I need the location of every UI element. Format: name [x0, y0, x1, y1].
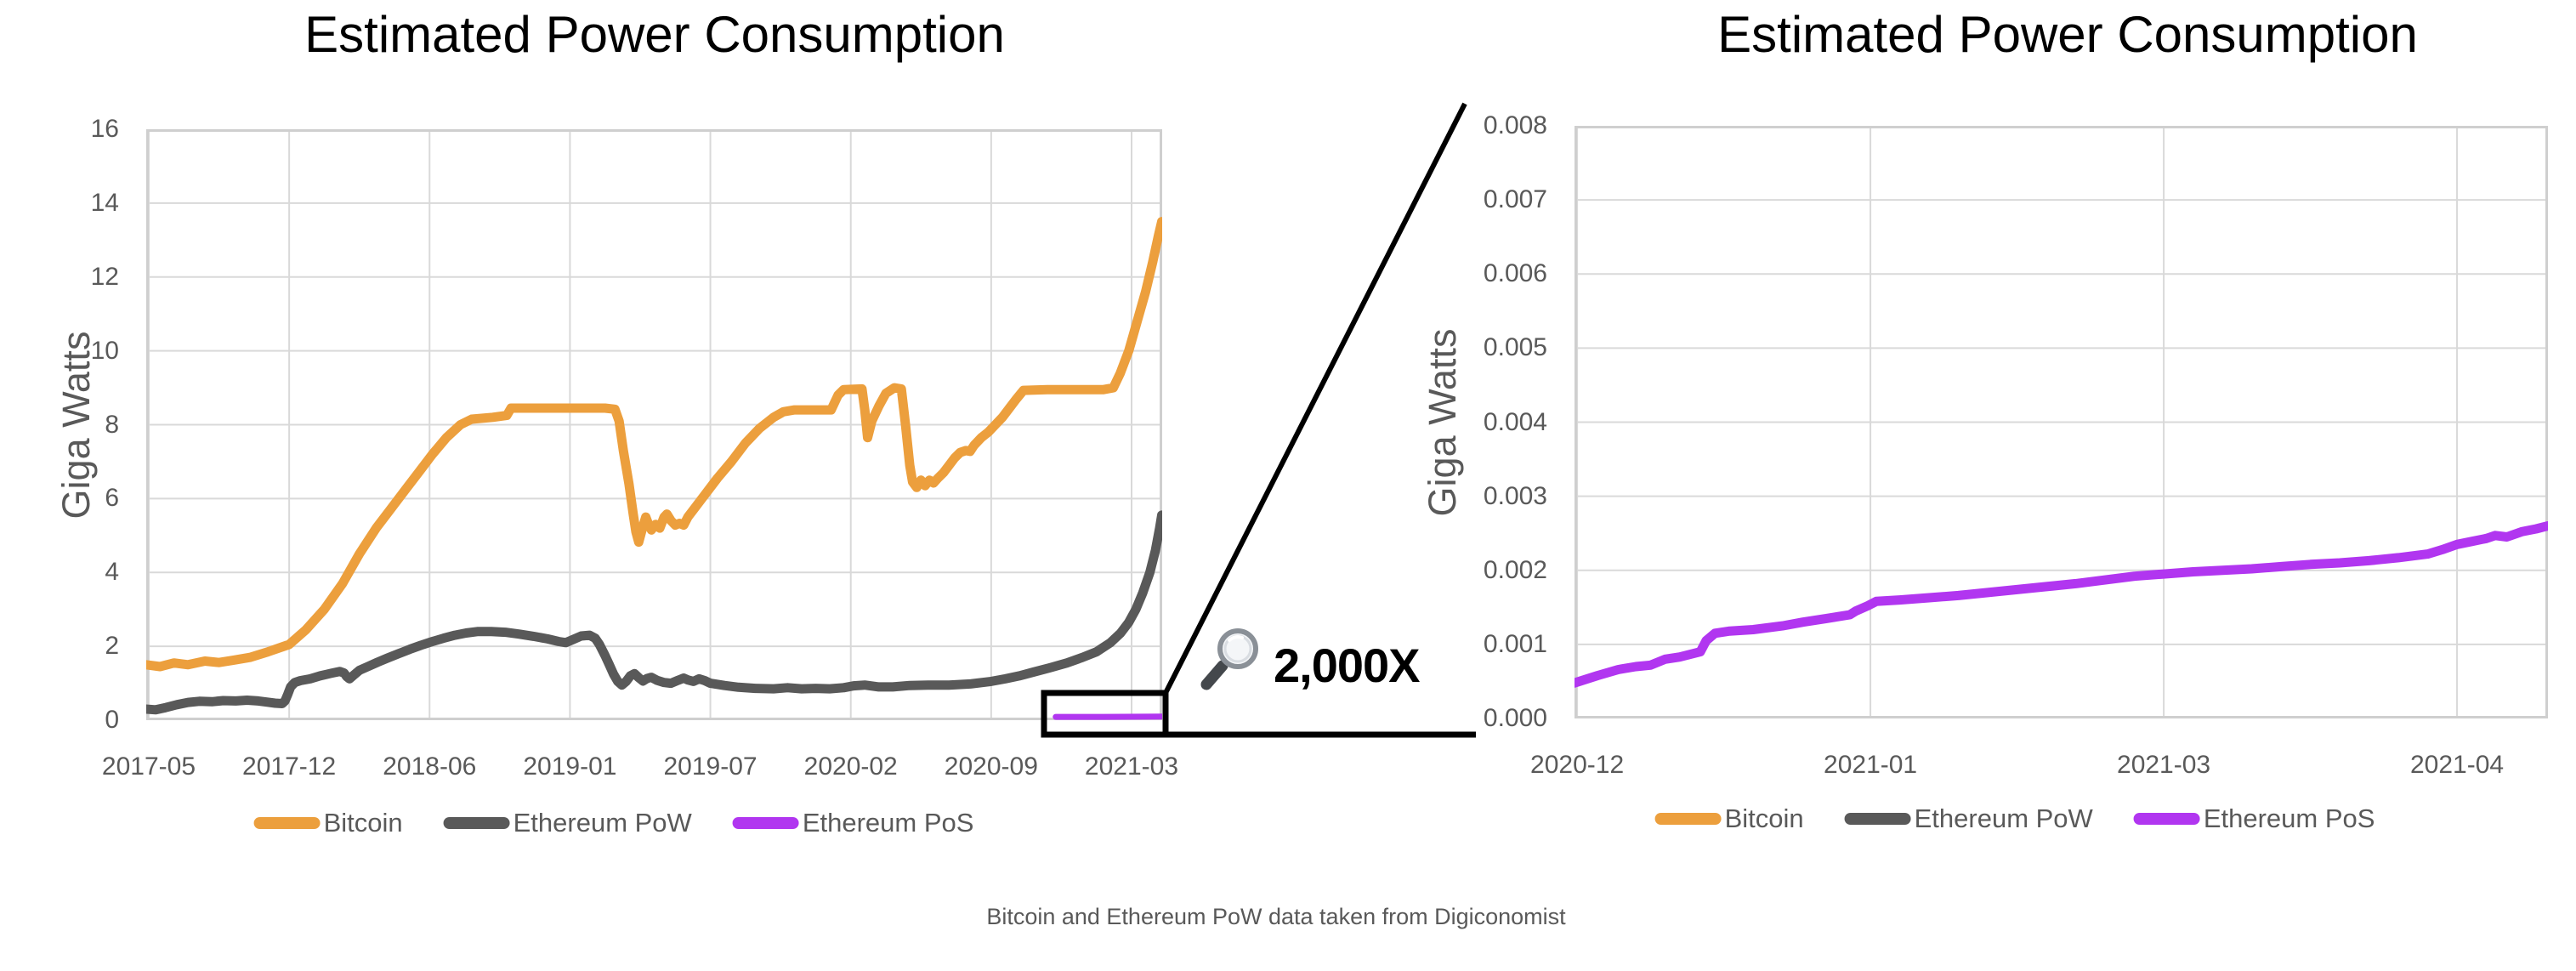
x-tick-label: 2021-04: [2409, 751, 2505, 779]
y-tick-label: 0.005: [1483, 333, 1547, 362]
left-chart-title: Estimated Power Consumption: [304, 6, 1005, 63]
legend-label: Ethereum PoS: [2203, 803, 2375, 833]
legend-swatch: [732, 817, 799, 829]
legend-item-ethereum-pow: Ethereum PoW: [443, 808, 692, 838]
legend-item-ethereum-pos: Ethereum PoS: [732, 808, 974, 838]
y-tick-label: 0.006: [1483, 259, 1547, 288]
chart-legend: Bitcoin Ethereum PoW Ethereum PoS: [1654, 803, 2375, 834]
y-tick-label: 0.002: [1483, 555, 1547, 584]
legend-swatch: [1844, 813, 1911, 825]
y-tick-label: 10: [90, 336, 119, 365]
legend-label: Ethereum PoW: [513, 808, 692, 838]
legend-swatch: [443, 817, 510, 829]
y-tick-label: 16: [90, 115, 119, 143]
y-tick-label: 12: [90, 262, 119, 291]
legend-label: Ethereum PoS: [802, 808, 974, 838]
y-tick-label: 8: [105, 410, 119, 439]
y-tick-label: 4: [105, 558, 119, 587]
legend-item-ethereum-pow: Ethereum PoW: [1844, 803, 2093, 834]
y-tick-label: 0: [105, 706, 119, 734]
y-tick-label: 0.003: [1483, 481, 1547, 510]
legend-label: Ethereum PoW: [1914, 803, 2093, 833]
x-tick-label: 2017-05: [101, 752, 196, 781]
legend-item-bitcoin: Bitcoin: [1654, 803, 1804, 834]
x-tick-label: 2021-03: [2117, 751, 2211, 779]
plot-area: [146, 129, 1162, 720]
legend-swatch: [2133, 813, 2200, 825]
chart-legend: Bitcoin Ethereum PoW Ethereum PoS: [253, 808, 974, 838]
y-tick-label: 14: [90, 188, 119, 217]
x-tick-label: 2019-01: [523, 752, 617, 781]
y-tick-label: 0.000: [1483, 704, 1547, 732]
x-tick-label: 2021-01: [1824, 751, 1918, 779]
series-line-bitcoin: [146, 217, 1162, 672]
legend-swatch: [1654, 813, 1722, 825]
y-tick-label: 0.001: [1483, 629, 1547, 658]
magnifier-icon: [1200, 628, 1258, 690]
x-tick-label: 2020-09: [944, 752, 1038, 781]
legend-item-ethereum-pos: Ethereum PoS: [2133, 803, 2375, 834]
y-tick-label: 0.008: [1483, 111, 1547, 139]
x-tick-label: 2021-03: [1084, 752, 1179, 781]
plot-area: [1575, 126, 2548, 718]
legend-label: Bitcoin: [1724, 803, 1804, 833]
x-tick-label: 2020-12: [1530, 751, 1625, 779]
x-tick-label: 2019-07: [663, 752, 757, 781]
right-chart-title: Estimated Power Consumption: [1717, 6, 2418, 63]
source-caption: Bitcoin and Ethereum PoW data taken from…: [986, 904, 1566, 929]
series-line-ethereum-pow: [146, 510, 1162, 715]
y-tick-label: 6: [105, 484, 119, 513]
legend-label: Bitcoin: [323, 808, 403, 838]
legend-item-bitcoin: Bitcoin: [253, 808, 403, 838]
series-line-ethereum-pos: [1575, 521, 2548, 688]
y-tick-label: 2: [105, 632, 119, 661]
x-tick-label: 2017-12: [242, 752, 337, 781]
x-tick-label: 2020-02: [803, 752, 898, 781]
legend-swatch: [253, 817, 321, 829]
zoom-factor-label: 2,000X: [1274, 639, 1420, 692]
y-tick-label: 0.004: [1483, 407, 1547, 436]
x-tick-label: 2018-06: [383, 752, 477, 781]
y-tick-label: 0.007: [1483, 185, 1547, 214]
